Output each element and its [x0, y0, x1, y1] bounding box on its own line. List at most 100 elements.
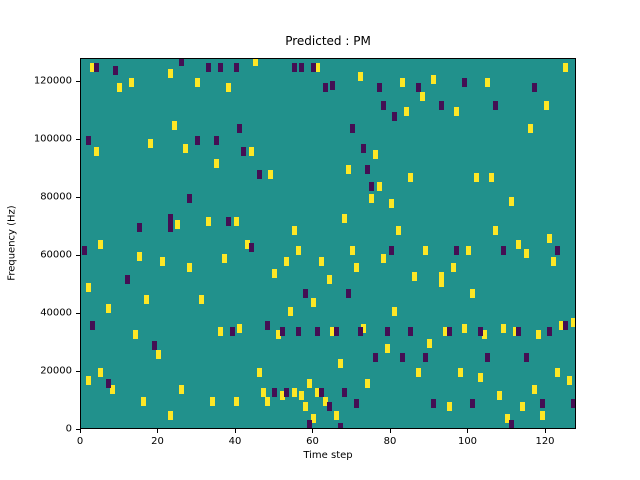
heatmap-cell	[330, 80, 336, 90]
heatmap-cell	[380, 254, 386, 264]
heatmap-cell	[167, 68, 173, 78]
heatmap-cell	[365, 379, 371, 389]
heatmap-cell	[535, 329, 541, 339]
heatmap-cell	[423, 245, 429, 255]
heatmap-cell	[97, 240, 103, 249]
heatmap-cell	[311, 63, 316, 73]
y-tick	[76, 80, 80, 82]
heatmap-cell	[268, 170, 274, 180]
heatmap-cell	[272, 268, 278, 278]
heatmap-cell	[280, 390, 285, 400]
heatmap-cell	[361, 144, 367, 154]
heatmap-cell	[524, 353, 530, 363]
heatmap-cell	[225, 216, 231, 226]
x-tick-label: 20	[151, 436, 164, 447]
heatmap-cell	[431, 399, 437, 409]
heatmap-cell	[392, 306, 398, 316]
heatmap-cell	[210, 396, 216, 406]
heatmap-cell	[400, 353, 406, 363]
heatmap-cell	[94, 63, 99, 73]
heatmap-plot	[80, 58, 576, 429]
heatmap-cell	[462, 77, 468, 87]
heatmap-cell	[500, 324, 506, 334]
heatmap-cell	[388, 245, 394, 255]
heatmap-cell	[245, 240, 251, 249]
heatmap-cell	[516, 240, 522, 249]
heatmap-cell	[446, 402, 452, 412]
heatmap-cell	[516, 326, 522, 336]
y-tick-label: 40000	[40, 307, 72, 319]
heatmap-cell	[156, 350, 161, 360]
heatmap-cell	[365, 164, 371, 174]
heatmap-cell	[357, 71, 363, 81]
heatmap-cell	[566, 376, 572, 386]
y-tick-label: 20000	[40, 365, 72, 377]
heatmap-cell	[376, 182, 382, 192]
heatmap-cell	[241, 147, 247, 157]
heatmap-cell	[264, 396, 270, 406]
heatmap-cell	[256, 367, 262, 377]
heatmap-cell	[314, 387, 320, 397]
heatmap-cell	[338, 358, 344, 368]
heatmap-cell	[415, 367, 421, 377]
heatmap-cell	[113, 66, 119, 76]
heatmap-cell	[469, 289, 475, 299]
y-tick-label: 0	[65, 423, 72, 435]
heatmap-cell	[287, 306, 293, 316]
heatmap-cell	[264, 321, 270, 331]
heatmap-cell	[214, 158, 220, 168]
heatmap-cell	[357, 326, 363, 336]
y-tick	[76, 138, 80, 140]
heatmap-cell	[485, 353, 491, 363]
heatmap-cell	[481, 329, 487, 339]
heatmap-cell	[342, 387, 347, 397]
heatmap-cell	[314, 63, 320, 73]
heatmap-cell	[334, 411, 340, 420]
heatmap-cell	[249, 147, 254, 157]
heatmap-cell	[307, 419, 313, 428]
heatmap-cell	[380, 100, 386, 110]
heatmap-cell	[334, 326, 340, 336]
heatmap-cell	[233, 396, 239, 406]
heatmap-cell	[508, 196, 514, 206]
heatmap-cell	[570, 399, 575, 409]
heatmap-cell	[283, 257, 289, 267]
heatmap-cell	[330, 326, 336, 336]
heatmap-cell	[477, 326, 483, 336]
heatmap-cell	[326, 274, 332, 284]
heatmap-cell	[559, 321, 564, 331]
heatmap-cell	[419, 92, 425, 102]
heatmap-cell	[280, 326, 285, 336]
heatmap-cell	[128, 77, 134, 87]
y-tick	[76, 370, 80, 372]
y-tick	[76, 254, 80, 256]
heatmap-cell	[206, 216, 212, 226]
heatmap-cell	[454, 106, 460, 116]
heatmap-cell	[187, 193, 192, 203]
x-tick	[312, 429, 313, 433]
heatmap-cell	[376, 83, 382, 93]
heatmap-cell	[225, 83, 231, 93]
heatmap-cell	[136, 222, 142, 232]
heatmap-cell	[570, 318, 575, 328]
heatmap-cell	[307, 379, 313, 389]
heatmap-cell	[179, 384, 185, 394]
heatmap-cell	[504, 413, 510, 423]
heatmap-cell	[353, 263, 359, 273]
heatmap-cell	[446, 326, 452, 336]
heatmap-cell	[423, 353, 429, 363]
heatmap-cell	[427, 338, 433, 348]
x-tick-label: 40	[228, 436, 242, 447]
heatmap-cell	[373, 353, 378, 363]
heatmap-cell	[194, 77, 200, 87]
heatmap-cell	[396, 225, 402, 235]
heatmap-cell	[233, 216, 239, 226]
x-tick-label: 60	[306, 436, 319, 447]
heatmap-cell	[303, 289, 309, 299]
heatmap-cell	[473, 173, 479, 183]
heatmap-cell	[438, 271, 444, 281]
heatmap-cell	[551, 257, 557, 267]
heatmap-cell	[314, 326, 320, 336]
x-tick	[234, 429, 236, 433]
